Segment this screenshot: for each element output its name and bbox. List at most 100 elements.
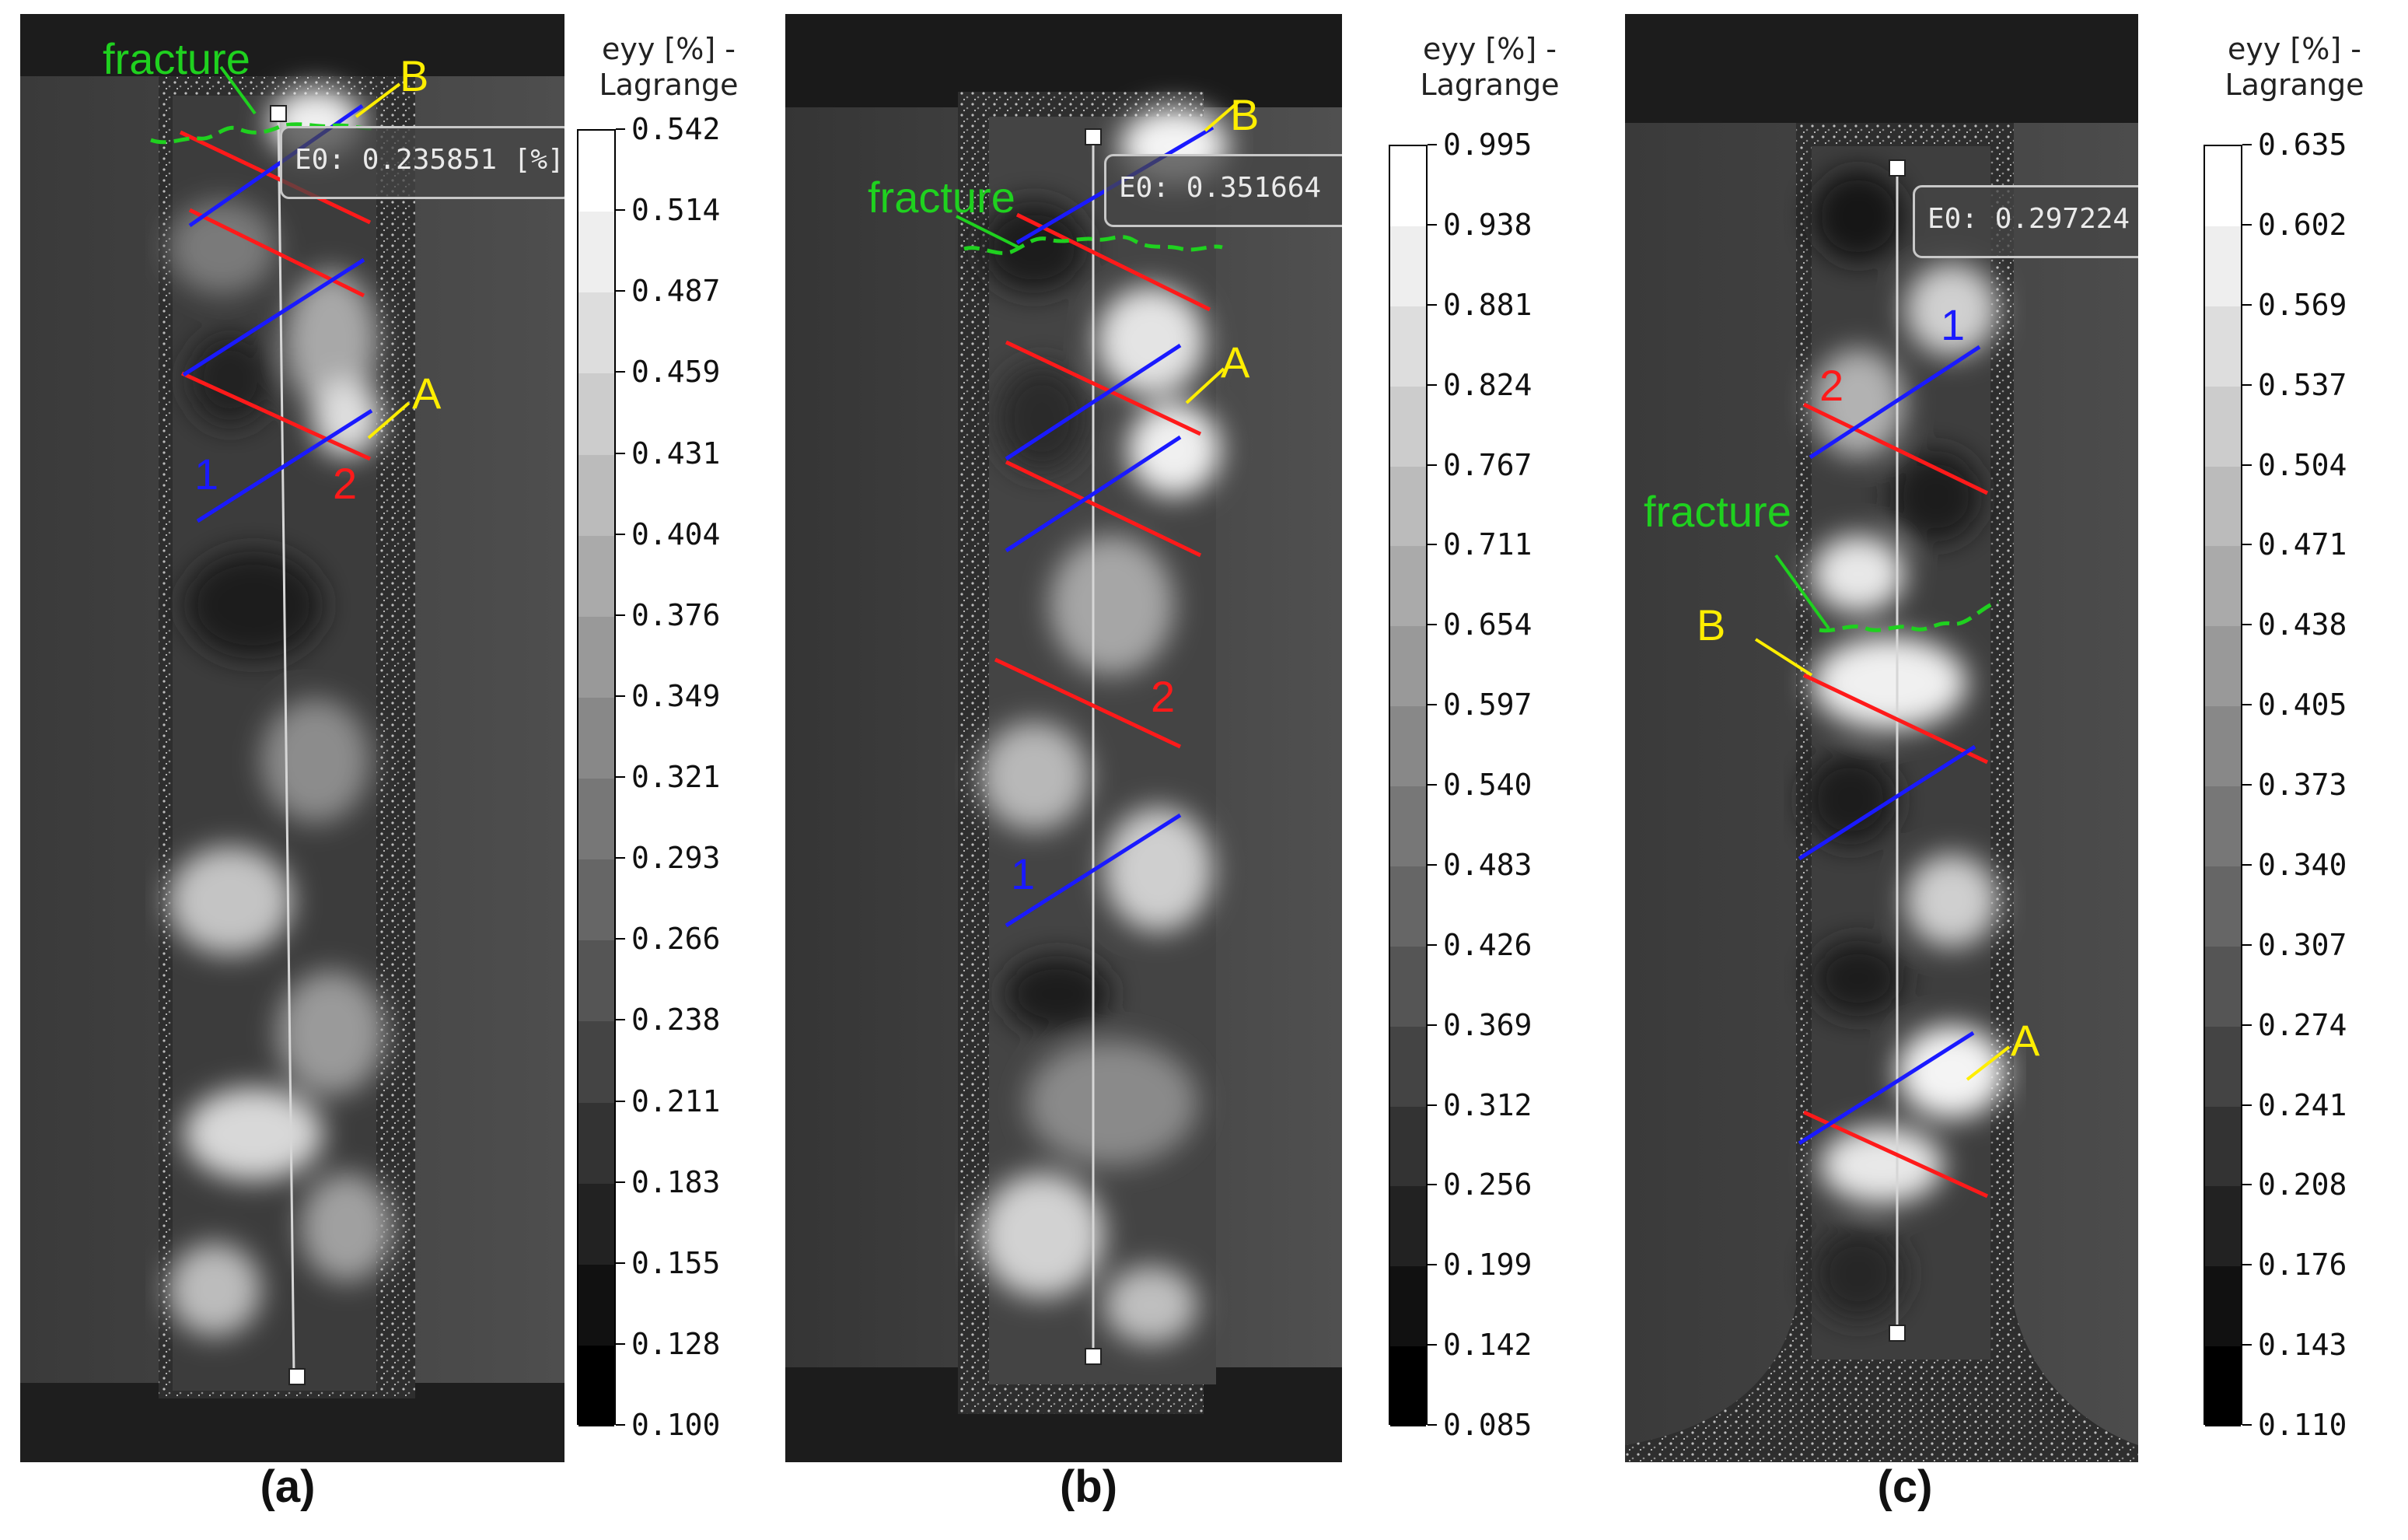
colorbar-tick-label: 0.542 [631,112,721,146]
colorbar-tick-label: 0.405 [2258,688,2347,723]
colorbar-tick-label: 0.321 [631,760,721,794]
colorbar-tick [1428,624,1437,626]
colorbar-tick-label: 0.483 [1443,847,1533,882]
colorbar-segment [2205,306,2241,387]
fracture-leader [1774,554,1830,630]
colorbar-tick [616,452,625,454]
colorbar-tick [2242,544,2252,546]
colorbar-tick-label: 0.211 [631,1083,721,1118]
colorbar-tick [616,776,625,778]
colorbar-tick [616,533,625,535]
colorbar-tick-label: 0.307 [2258,927,2347,962]
line-2-label: 2 [1819,361,1844,410]
colorbar-tick-label: 0.373 [2258,768,2347,802]
colorbar-segment [1390,1186,1426,1267]
marker-a-leader [367,401,411,439]
colorbar-tick-label: 0.635 [2258,128,2347,162]
fracture-leader [956,215,1019,249]
colorbar-tick-label: 0.438 [2258,607,2347,642]
blue-lines [1798,345,1981,1146]
colorbar-tick [616,128,625,130]
colorbar-tick-label: 0.471 [2258,527,2347,562]
colorbar-scale [1389,145,1428,1426]
colorbar-tick [1428,1184,1437,1186]
colorbar-tick [2242,144,2252,145]
colorbar-scale [2204,145,2242,1426]
colorbar-segment [578,292,614,374]
colorbar-tick [1428,1344,1437,1346]
colorbar-tick [616,857,625,859]
colorbar-segment [2205,866,2241,947]
colorbar-segment [1390,146,1426,226]
marker-a-label: A [412,369,442,418]
colorbar-tick [2242,1424,2252,1426]
strain-tooltip: E0: 0.351664 [ [1104,154,1342,227]
colorbar-tick [616,290,625,292]
colorbar-tick-label: 0.459 [631,355,721,390]
colorbar-tick-label: 0.100 [631,1408,721,1442]
colorbar-tick-label: 0.504 [2258,447,2347,482]
colorbar-tick-label: 0.238 [631,1003,721,1038]
extensometer-bottom-point [1889,1325,1906,1342]
colorbar-segment [1390,226,1426,306]
colorbar-tick [1428,464,1437,466]
marker-b-leader [1204,100,1241,132]
colorbar-segment [578,1264,614,1346]
colorbar-segment [578,1021,614,1103]
colorbar-title-line1: eyy [%] - [2228,32,2361,66]
colorbar-tick [2242,1104,2252,1106]
colorbar-tick-label: 0.369 [1443,1007,1533,1042]
strain-field [168,88,393,1391]
colorbar-tick-label: 0.274 [2258,1007,2347,1042]
colorbar-segment [2205,626,2241,707]
colorbar-tick-label: 0.569 [2258,287,2347,322]
colorbar-segment [578,131,614,212]
colorbar-tick-label: 0.340 [2258,847,2347,882]
marker-a-leader [1185,367,1225,404]
colorbar-tick [1428,1104,1437,1106]
marker-b-leader [355,82,401,118]
colorbar-segment [1390,1106,1426,1187]
colorbar-tick-label: 0.085 [1443,1408,1533,1442]
colorbar-tick-label: 0.711 [1443,527,1533,562]
red-lines [994,212,1211,749]
colorbar-tick [2242,223,2252,226]
colorbar-segment [2205,466,2241,547]
colorbar-segment [2205,706,2241,786]
colorbar-segment [578,859,614,941]
colorbar-tick [2242,464,2252,466]
panel-b-scene [785,14,1342,1462]
colorbar-tick-label: 0.256 [1443,1167,1533,1202]
line-1-label: 1 [1941,300,1966,349]
colorbar-segment [2205,786,2241,866]
line-1-label: 1 [1011,849,1036,898]
colorbar-tick [616,1424,625,1426]
red-lines [179,130,372,461]
colorbar-segment [578,697,614,779]
extensometer-line [277,114,295,1376]
colorbar-segment [1390,1266,1426,1347]
upper-grip [1625,14,2138,123]
colorbar-tick-label: 0.293 [631,841,721,876]
colorbar-tick [1428,704,1437,706]
red-lines [1802,402,1989,1199]
colorbar-tick [2242,943,2252,946]
colorbar-segment [578,1345,614,1426]
colorbar-tick [1428,544,1437,546]
colorbar-tick-label: 0.199 [1443,1248,1533,1283]
colorbar-scale [577,129,616,1426]
marker-b-label: B [1697,600,1726,649]
colorbar-tick [1428,144,1437,145]
colorbar-b: eyy [%] - Lagrange 0.995 0.938 0.881 0.824 0… [1389,31,1591,1462]
colorbar-tick-label: 0.938 [1443,207,1533,242]
colorbar-tick [2242,704,2252,706]
colorbar-tick [2242,624,2252,626]
colorbar-segment [2205,386,2241,467]
colorbar-title: eyy [%] - Lagrange [1389,31,1591,103]
colorbar-tick [616,1100,625,1102]
colorbar-title-line1: eyy [%] - [1423,32,1557,66]
colorbar-tick [616,1342,625,1345]
colorbar-tick [2242,1024,2252,1026]
panel-a-scene [20,14,564,1462]
colorbar-tick [616,695,625,697]
